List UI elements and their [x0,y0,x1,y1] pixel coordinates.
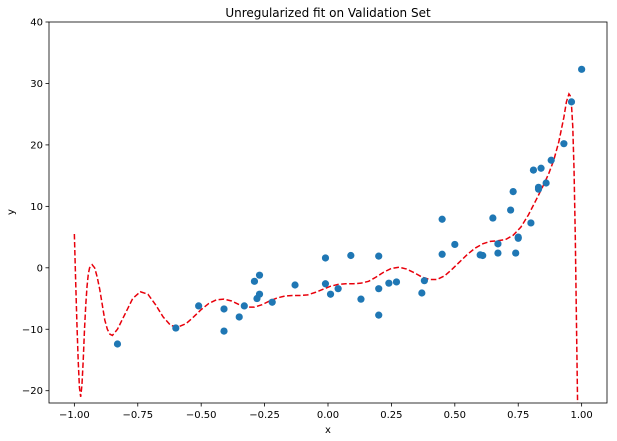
fit-curve [73,92,579,403]
x-tick-label: 0.50 [444,410,466,421]
data-point [113,340,122,348]
y-tick-label: 0 [37,263,43,274]
data-point [529,166,538,174]
y-tick-label: 20 [30,140,43,151]
x-tick-label: 1.00 [571,410,593,421]
data-point [514,234,522,242]
data-point [507,206,515,214]
data-point [375,252,383,260]
data-point [451,240,459,249]
data-point [240,302,248,310]
y-tick-label: −10 [22,325,43,336]
y-tick-label: −20 [22,386,43,397]
y-axis-label: y [6,209,17,215]
data-point [438,215,446,223]
y-tick-label: 30 [30,79,43,90]
data-point [578,65,586,73]
data-point [291,281,299,289]
data-point [494,240,502,248]
y-tick-label: 10 [30,202,43,213]
data-point [268,298,276,306]
y-axis-ticks: −20 −10 0 10 20 30 40 [22,18,49,397]
data-point [542,179,550,187]
data-point [418,289,426,297]
data-point [347,251,355,260]
data-point [547,156,555,164]
data-point [220,327,228,335]
data-point [479,251,487,260]
x-tick-label: 0.25 [380,410,402,421]
data-point [255,290,264,298]
x-tick-label: −0.25 [249,410,280,421]
data-point [195,302,203,310]
data-point [326,290,335,298]
data-point [420,277,428,285]
data-point [321,254,330,262]
data-point [509,188,517,196]
data-point [235,313,243,321]
data-point [534,183,543,191]
data-point [567,98,576,106]
data-point [375,285,383,293]
data-point [392,278,401,286]
data-point [334,285,342,293]
x-tick-label: −0.50 [186,410,217,421]
plot-frame [48,21,608,404]
data-point [321,280,330,288]
data-point [560,140,568,148]
data-point [220,305,228,313]
data-point [494,249,502,257]
data-point [172,324,180,332]
x-tick-label: −1.00 [59,410,90,421]
x-tick-label: 0.00 [317,410,339,421]
x-tick-label: −0.75 [122,410,153,421]
data-point [489,214,497,222]
data-point [357,295,365,303]
plot-area [73,65,586,403]
data-point [375,311,383,319]
data-point [512,249,520,257]
y-tick-label: 40 [30,18,43,29]
scatter-points [113,65,586,348]
x-axis-label: x [325,425,331,436]
data-point [438,250,446,258]
data-point [385,279,393,287]
data-point [250,277,259,285]
chart-title: Unregularized fit on Validation Set [225,6,431,20]
data-point [527,219,535,227]
x-axis-ticks: −1.00 −0.75 −0.50 −0.25 0.00 0.25 0.50 0.75 1.00 [59,403,593,421]
data-point [537,164,545,172]
x-tick-label: 0.75 [507,410,529,421]
data-point [255,271,264,279]
